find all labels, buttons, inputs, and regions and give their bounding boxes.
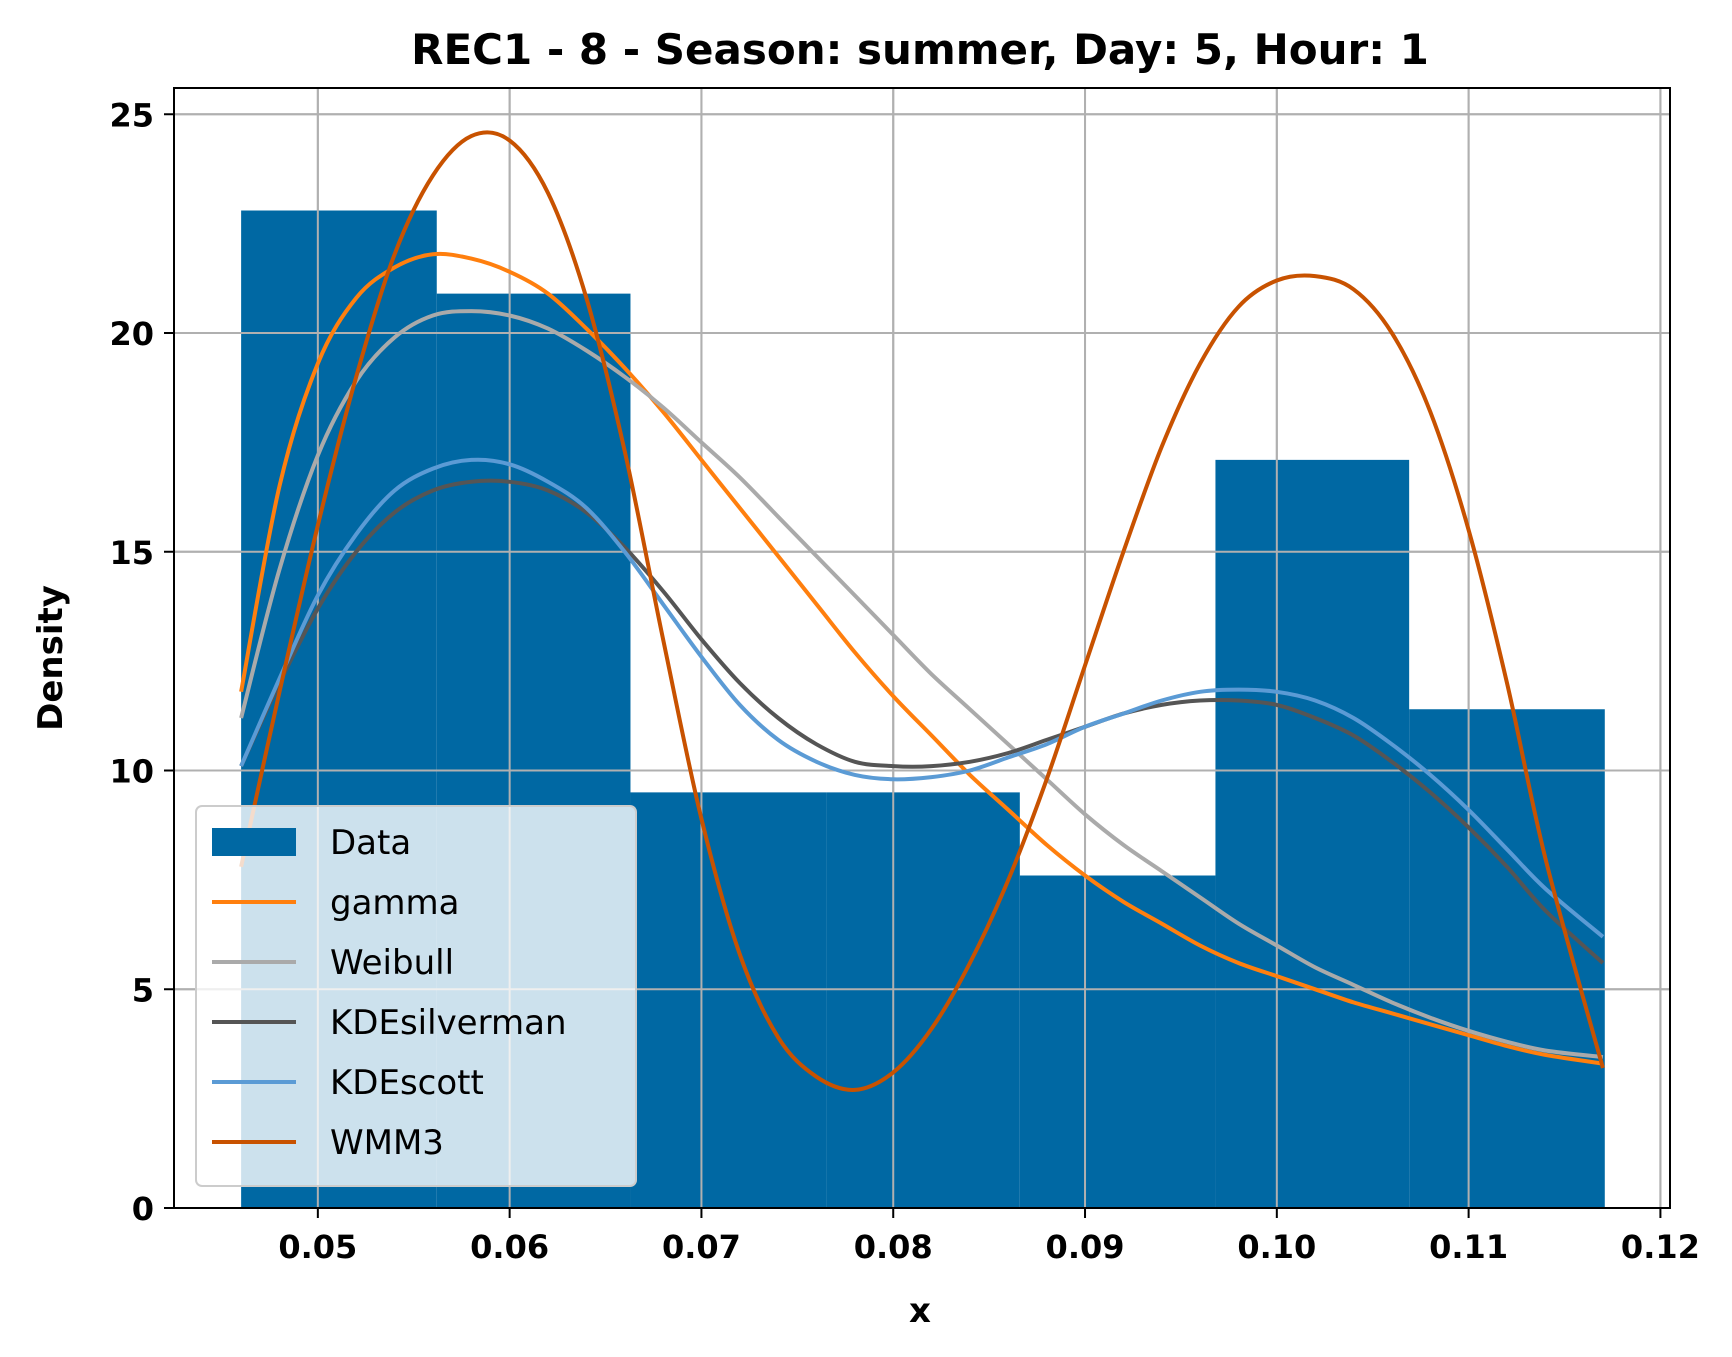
grid-overlay — [174, 88, 1670, 1209]
series-line-KDEsilverman — [239, 478, 1605, 965]
x-axis-label: x — [909, 1291, 931, 1331]
legend-label-gamma: gamma — [330, 883, 460, 923]
series-line-gamma — [239, 251, 1604, 1066]
plot-frame — [173, 87, 1671, 1209]
x-tick-label-7: 0.12 — [1621, 1228, 1700, 1266]
histogram-bar-3 — [826, 792, 1020, 1208]
y-tick-label-4: 20 — [109, 315, 154, 353]
legend-label-Data: Data — [330, 823, 411, 863]
x-tick-label-2: 0.07 — [662, 1228, 741, 1266]
series-line-Weibull — [239, 309, 1604, 1060]
histogram-bar-4 — [1019, 875, 1216, 1208]
x-tick-label-3: 0.08 — [854, 1228, 933, 1266]
legend-box — [195, 805, 637, 1187]
x-axis-ticks: 0.05 0.06 0.07 0.08 0.09 0.10 0.11 0.12 — [278, 1208, 1700, 1266]
legend-label-KDEscott: KDEscott — [330, 1063, 484, 1103]
density-curves — [239, 130, 1605, 1092]
y-axis-ticks: 0 5 10 15 20 25 — [109, 96, 174, 1228]
histogram-bar-5 — [1215, 459, 1410, 1208]
chart-title: REC1 - 8 - Season: summer, Day: 5, Hour:… — [411, 25, 1429, 74]
legend-swatch-Data — [212, 828, 296, 856]
histogram-bar-2 — [630, 792, 827, 1208]
legend: Data gamma Weibull KDEsilverman KDEscott WMM3 — [195, 805, 637, 1187]
series-line-KDEscott — [239, 457, 1605, 939]
y-tick-label-0: 0 — [132, 1190, 154, 1228]
x-tick-label-4: 0.09 — [1046, 1228, 1125, 1266]
y-tick-label-5: 25 — [109, 96, 154, 134]
histogram-bars — [174, 88, 1670, 1209]
x-tick-label-6: 0.11 — [1429, 1228, 1508, 1266]
x-tick-label-0: 0.05 — [278, 1228, 357, 1266]
y-tick-label-1: 5 — [132, 971, 154, 1009]
y-tick-label-3: 15 — [109, 534, 154, 572]
x-tick-label-1: 0.06 — [470, 1228, 549, 1266]
legend-label-KDEsilverman: KDEsilverman — [330, 1003, 567, 1043]
y-axis-label: Density — [31, 585, 71, 731]
legend-label-Weibull: Weibull — [330, 943, 454, 983]
legend-label-WMM3: WMM3 — [330, 1123, 444, 1163]
y-tick-label-2: 10 — [109, 753, 154, 791]
x-tick-label-5: 0.10 — [1237, 1228, 1316, 1266]
series-line-WMM3 — [239, 130, 1605, 1092]
